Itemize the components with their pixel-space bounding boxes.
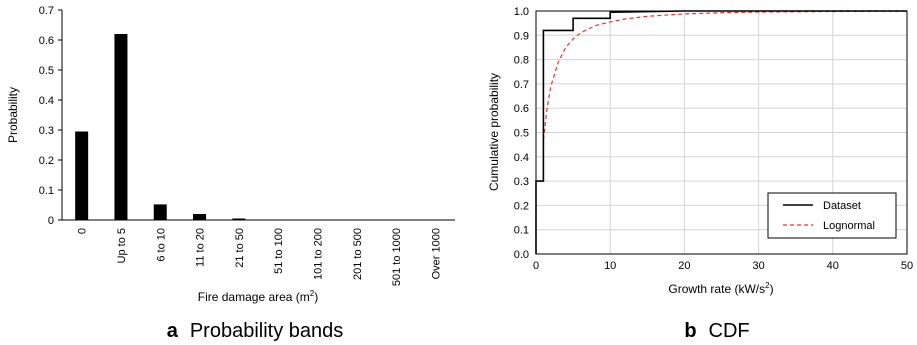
panel-b-frame bbox=[535, 10, 908, 255]
panel-b-ytick-label: 0.1 bbox=[514, 225, 529, 237]
panel-b-legend: Dataset Lognormal bbox=[767, 192, 897, 239]
panel-b-xtick-label: 40 bbox=[827, 260, 839, 272]
panel-b-xticks: 0 10 20 30 40 50 bbox=[533, 260, 913, 272]
panel-a-bars bbox=[75, 34, 246, 220]
panel-a-ytick-label: 0 bbox=[48, 215, 54, 227]
panel-a-ytick-label: 0.7 bbox=[39, 5, 54, 17]
legend-label-lognormal: Lognormal bbox=[823, 220, 875, 232]
panel-a-xtick-label: 51 to 100 bbox=[273, 228, 285, 274]
panel-b-ytick-label: 0.7 bbox=[514, 79, 529, 91]
panel-a-xlabel: Fire damage area (m2) bbox=[198, 289, 319, 304]
panel-a-caption: a Probability bands bbox=[167, 320, 344, 342]
panel-a-xtick-label: 11 to 20 bbox=[195, 228, 207, 267]
panel-a-ytick-label: 0.5 bbox=[39, 65, 54, 77]
panel-b-xtick-label: 0 bbox=[533, 260, 539, 272]
legend-box bbox=[767, 192, 897, 239]
panel-a-xtick-label: 0 bbox=[77, 228, 89, 234]
panel-b-ylabel: Cumulative probability bbox=[487, 73, 501, 191]
panel-b-yticks: 0.0 0.1 0.2 0.3 0.4 0.5 0.6 0.7 0.8 0.9 1.0 bbox=[514, 6, 529, 261]
panel-b-xtick-label: 30 bbox=[752, 260, 764, 272]
panel-a-xticks: 0 Up to 5 6 to 10 11 to 20 21 to 50 51 to 100… bbox=[77, 228, 443, 286]
panel-a-bar bbox=[232, 218, 246, 220]
panel-b-ytick-label: 0.2 bbox=[514, 200, 529, 212]
panel-a-bar bbox=[153, 204, 167, 220]
panel-a-yticks: 0 0.1 0.2 0.3 0.4 0.5 0.6 0.7 bbox=[39, 5, 62, 227]
panel-b-series-lognormal bbox=[542, 10, 908, 140]
panel-a-bar bbox=[114, 34, 128, 220]
panel-a-ytick-label: 0.6 bbox=[39, 35, 54, 47]
panel-a-xtick-label: 501 to 1000 bbox=[391, 228, 403, 286]
panel-b-xtick-label: 50 bbox=[901, 260, 913, 272]
panel-a-ytick-label: 0.3 bbox=[39, 125, 54, 137]
panel-a-ytick-label: 0.1 bbox=[39, 185, 54, 197]
panel-b-ytick-label: 0.5 bbox=[514, 128, 529, 140]
panel-a-ytick-label: 0.4 bbox=[39, 95, 54, 107]
panel-a-bar bbox=[193, 214, 207, 220]
panel-b-caption: b CDF bbox=[684, 320, 749, 342]
panel-a-xtick-label: 6 to 10 bbox=[155, 228, 167, 262]
panel-b-xtick-label: 20 bbox=[678, 260, 690, 272]
legend-label-dataset: Dataset bbox=[823, 200, 861, 212]
panel-b-ytick-label: 1.0 bbox=[514, 6, 529, 18]
panel-b-xtick-label: 10 bbox=[604, 260, 616, 272]
panel-a-xtick-label: 101 to 200 bbox=[312, 228, 324, 280]
panel-b-ytick-label: 0.0 bbox=[514, 249, 529, 261]
panel-b-ytick-label: 0.8 bbox=[514, 55, 529, 67]
panel-b-series-dataset bbox=[535, 10, 907, 254]
panel-a-ytick-label: 0.2 bbox=[39, 155, 54, 167]
panel-b: 0.0 0.1 0.2 0.3 0.4 0.5 0.6 0.7 0.8 0.9 1.0 0 10 20 3… bbox=[487, 6, 913, 342]
panel-b-xlabel: Growth rate (kW/s2) bbox=[668, 281, 773, 296]
panel-b-ytick-label: 0.9 bbox=[514, 30, 529, 42]
panel-a-bar bbox=[75, 131, 89, 220]
panel-a: 0 0.1 0.2 0.3 0.4 0.5 0.6 0.7 0 Up to 5 6 to 10 11… bbox=[6, 5, 455, 342]
panel-b-ytick-label: 0.6 bbox=[514, 103, 529, 115]
panel-a-ylabel: Probability bbox=[6, 87, 20, 143]
panel-a-xtick-label: 201 to 500 bbox=[352, 228, 364, 280]
panel-b-ytick-label: 0.4 bbox=[514, 152, 529, 164]
panel-a-xtick-label: Over 1000 bbox=[430, 228, 442, 279]
panel-a-xtick-label: 21 to 50 bbox=[234, 228, 246, 268]
panel-a-xtick-label: Up to 5 bbox=[116, 228, 128, 263]
panel-b-ytick-label: 0.3 bbox=[514, 176, 529, 188]
